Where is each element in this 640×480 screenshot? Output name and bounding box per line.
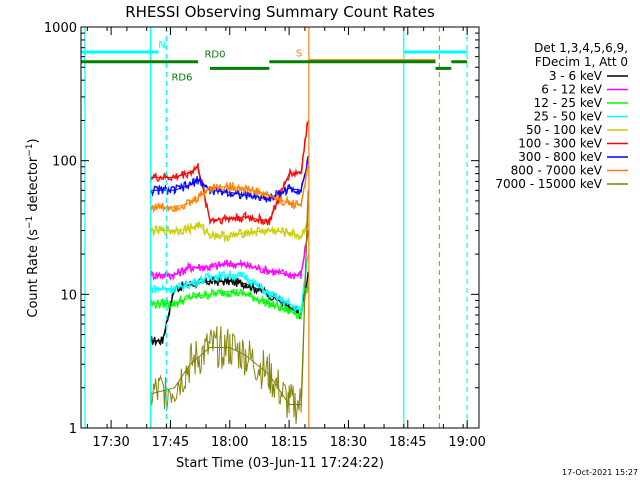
state-bar-label: RD6	[171, 72, 192, 83]
x-tick-label: 18:45	[389, 435, 426, 450]
legend-entry-label: 25 - 50 keV	[534, 110, 603, 124]
series-line	[150, 254, 309, 312]
y-axis-label: Count Rate (s−1 detector−1)	[25, 138, 41, 317]
state-bars: N S RD0 RD6	[81, 40, 468, 83]
x-tick-label: 17:30	[92, 435, 129, 450]
series-line	[150, 166, 309, 208]
series-trace	[149, 221, 309, 244]
series-trace	[150, 155, 309, 203]
y-tick-label: 10	[60, 288, 77, 303]
state-bar-label: RD0	[204, 50, 225, 61]
x-tick-label: 18:15	[270, 435, 307, 450]
series-trace	[149, 232, 309, 282]
y-axis-label-part: )	[26, 138, 41, 143]
series-line	[150, 200, 309, 405]
series-line	[150, 120, 309, 223]
y-tick-label: 1	[69, 422, 77, 437]
x-tick-label: 18:30	[330, 435, 367, 450]
legend-entry-label: 6 - 12 keV	[541, 83, 603, 97]
plot-frame	[80, 26, 480, 429]
vertical-markers	[84, 27, 468, 428]
state-bar-label: S	[296, 49, 302, 60]
legend-entry-label: 7000 - 15000 keV	[495, 177, 602, 191]
x-axis-label: Start Time (03-Jun-11 17:24:22)	[176, 456, 384, 471]
legend-header-line: Det 1,3,4,5,6,9,	[534, 41, 628, 55]
legend-entry-label: 300 - 800 keV	[518, 150, 602, 164]
series-trace	[150, 256, 309, 314]
y-axis-label-exponent: −1	[25, 143, 35, 156]
state-bar-label: N	[158, 40, 165, 51]
y-axis-label-part: Count Rate (s	[26, 229, 41, 318]
x-tick-label: 19:00	[448, 435, 485, 450]
series-line	[150, 221, 309, 238]
y-axis-label-part: detector	[26, 156, 41, 216]
footer-timestamp: 17-Oct-2021 15:27	[562, 468, 638, 477]
y-tick-label: 100	[52, 155, 77, 170]
series-trace	[149, 163, 309, 214]
legend: Det 1,3,4,5,6,9, FDecim 1, Att 0 3 - 6 k…	[495, 41, 628, 191]
y-axis-label-exponent: −1	[25, 216, 35, 229]
legend-header-line: FDecim 1, Att 0	[535, 55, 628, 69]
series-line	[150, 230, 309, 276]
y-tick-label: 1000	[44, 21, 77, 36]
legend-entry-label: 50 - 100 keV	[526, 123, 603, 137]
legend-entry-label: 12 - 25 keV	[534, 96, 603, 110]
series-trace	[149, 286, 309, 321]
legend-entry-label: 800 - 7000 keV	[511, 164, 603, 178]
series-line	[150, 283, 309, 316]
chart-title: RHESSI Observing Summary Count Rates	[125, 3, 435, 21]
legend-entry-label: 100 - 300 keV	[518, 137, 602, 151]
legend-entry-label: 3 - 6 keV	[549, 69, 603, 83]
series-layer	[149, 120, 309, 425]
x-tick-label: 18:00	[211, 435, 248, 450]
x-tick-label: 17:45	[152, 435, 189, 450]
axes: 1 10 100 1000 17:30 17:45 18:00 18:15 18:30 18:45…	[44, 21, 486, 450]
series-line	[150, 160, 309, 200]
